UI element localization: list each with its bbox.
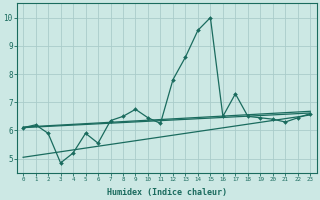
- X-axis label: Humidex (Indice chaleur): Humidex (Indice chaleur): [107, 188, 227, 197]
